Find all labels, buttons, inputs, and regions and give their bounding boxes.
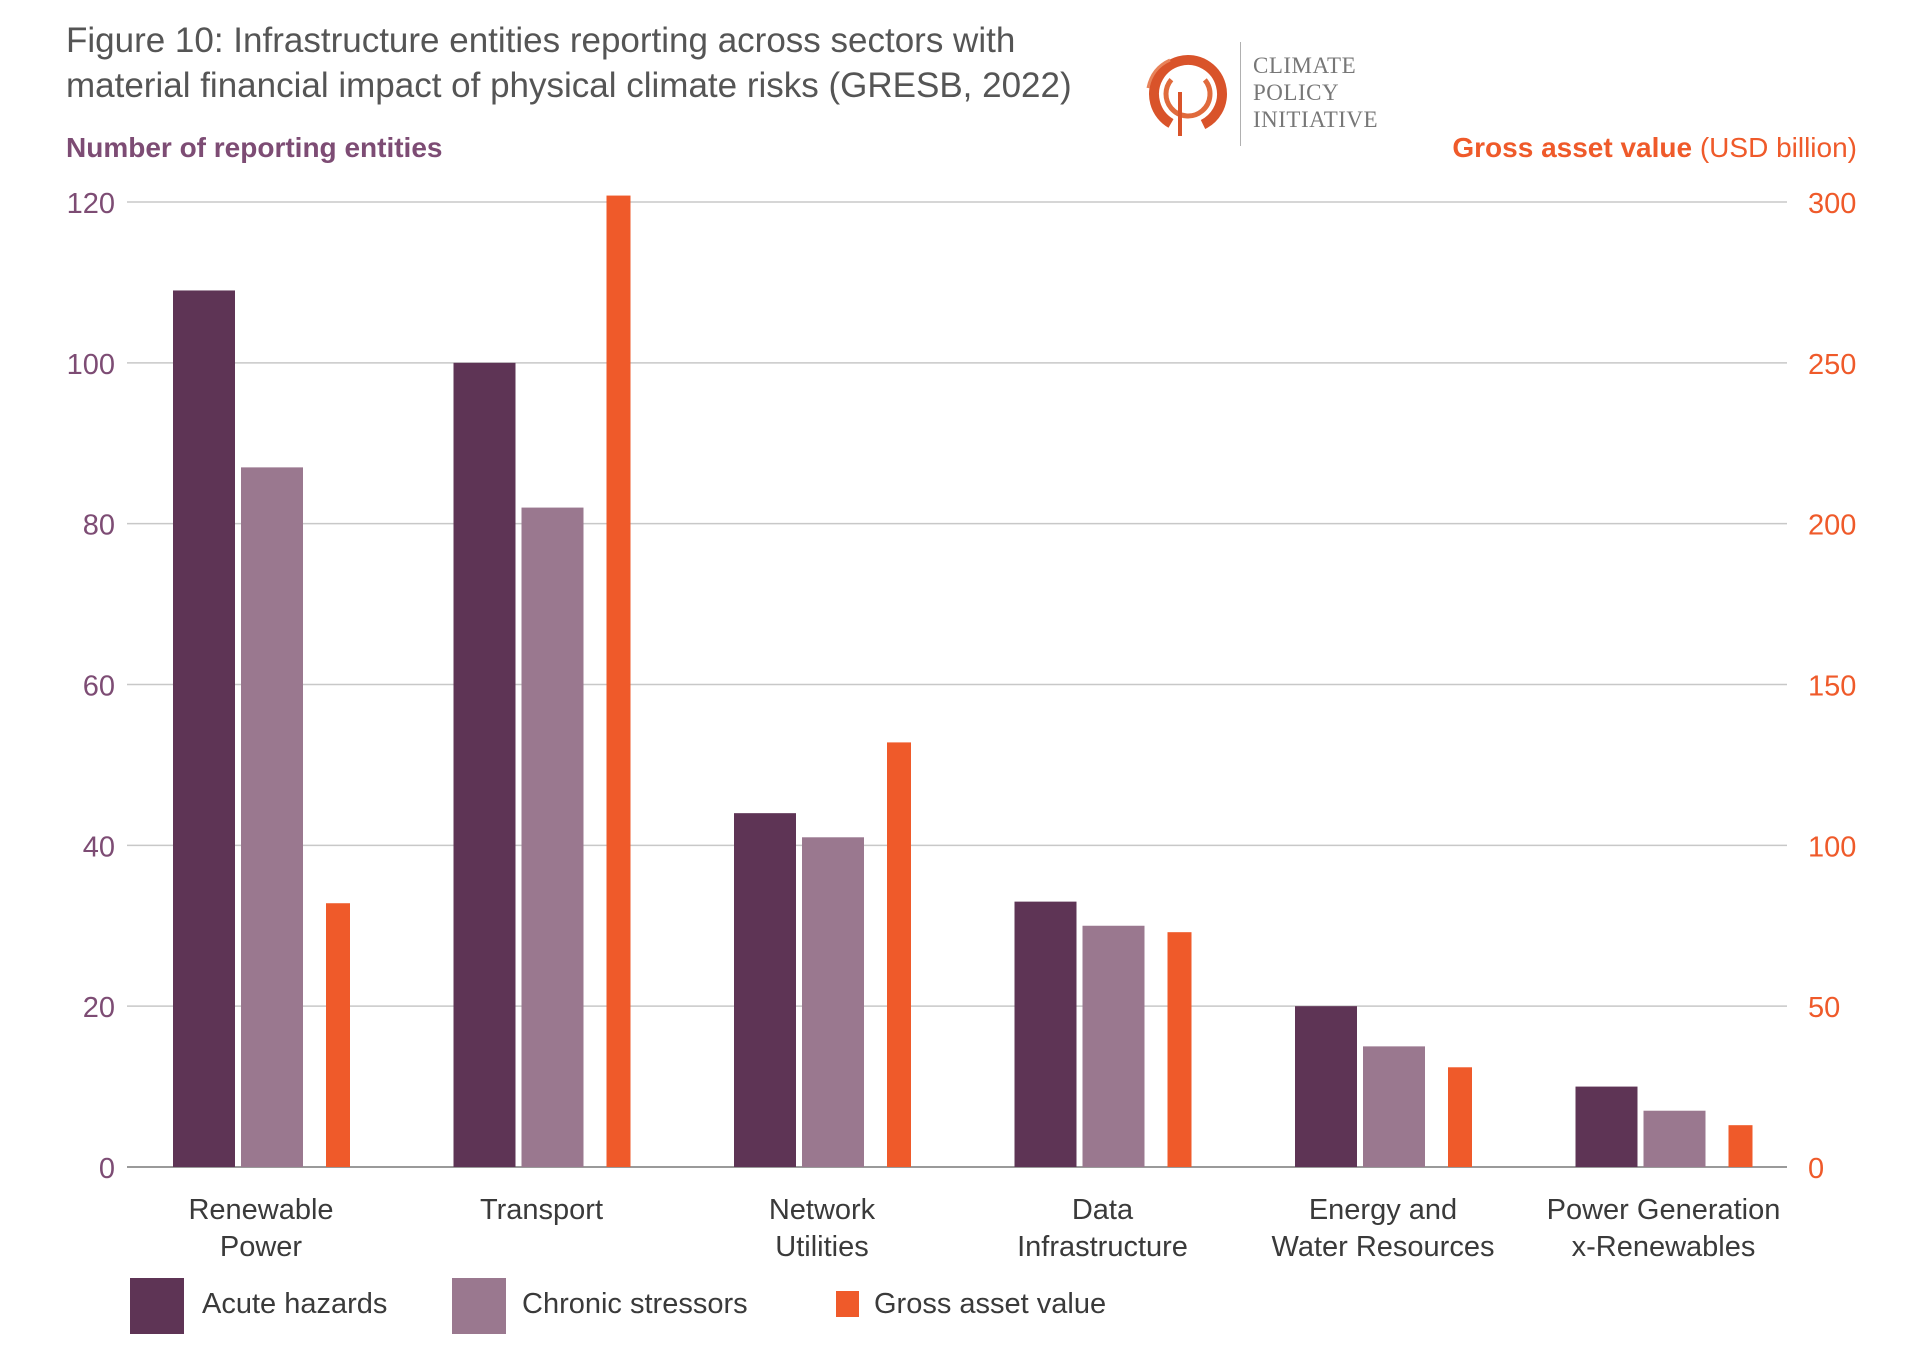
bar-chronic-stressors <box>1643 1110 1706 1167</box>
legend-label-chronic: Chronic stressors <box>522 1288 748 1320</box>
legend-label-gav: Gross asset value <box>874 1288 1107 1320</box>
bar-chronic-stressors <box>1363 1046 1425 1167</box>
category-label: Network <box>769 1194 876 1226</box>
bar-chronic-stressors <box>521 507 584 1167</box>
legend-label-acute: Acute hazards <box>202 1288 388 1320</box>
right-tick-label: 250 <box>1808 349 1856 381</box>
right-axis-title: Gross asset value (USD billion) <box>1452 132 1857 164</box>
bar-gross-asset-value <box>326 903 350 1167</box>
bar-acute-hazards <box>173 290 235 1167</box>
legend-swatch-chronic <box>452 1278 506 1334</box>
cpi-circle-logo-icon <box>1146 55 1227 136</box>
bar-acute-hazards <box>453 362 516 1167</box>
bar-chronic-stressors <box>1082 925 1145 1167</box>
bar-gross-asset-value <box>1167 932 1192 1167</box>
right-tick-label: 50 <box>1808 992 1840 1024</box>
left-tick-label: 100 <box>67 349 115 381</box>
category-label: Water Resources <box>1272 1231 1495 1263</box>
left-axis-title: Number of reporting entities <box>66 132 443 163</box>
category-label: Transport <box>480 1194 603 1226</box>
legend-swatch-gav <box>836 1291 859 1317</box>
category-label: Energy and <box>1309 1194 1457 1226</box>
bar-acute-hazards <box>1014 901 1077 1167</box>
bar-gross-asset-value <box>1448 1067 1472 1167</box>
bar-chronic-stressors <box>802 837 864 1167</box>
category-label: Power <box>220 1231 303 1263</box>
left-tick-label: 40 <box>83 831 115 863</box>
left-tick-label: 120 <box>67 188 115 220</box>
right-tick-label: 100 <box>1808 831 1856 863</box>
right-tick-label: 150 <box>1808 671 1856 703</box>
climate-policy-initiative-logo: CLIMATE POLICY INITIATIVE <box>1140 38 1400 148</box>
bar-gross-asset-value <box>887 742 911 1167</box>
logo-line-2: POLICY <box>1253 80 1340 105</box>
category-label: Power Generation <box>1547 1194 1781 1226</box>
logo-divider <box>1240 42 1241 146</box>
left-tick-label: 60 <box>83 671 115 703</box>
right-tick-label: 200 <box>1808 510 1856 542</box>
right-axis-title-main: Gross asset value <box>1452 132 1693 163</box>
bar-chronic-stressors <box>241 467 303 1167</box>
left-tick-label: 80 <box>83 510 115 542</box>
chart-title-line-1: Figure 10: Infrastructure entities repor… <box>66 21 1016 60</box>
left-tick-label: 20 <box>83 992 115 1024</box>
logo-wordmark: CLIMATE POLICY INITIATIVE <box>1253 52 1378 133</box>
right-axis-title-unit: (USD billion) <box>1699 132 1857 163</box>
logo-line-3: INITIATIVE <box>1253 107 1379 132</box>
bar-acute-hazards <box>1575 1086 1638 1167</box>
chart-title: Figure 10: Infrastructure entities repor… <box>66 18 1106 108</box>
bar-acute-hazards <box>1295 1006 1357 1167</box>
left-tick-label: 0 <box>99 1153 115 1185</box>
bar-gross-asset-value <box>606 195 631 1168</box>
right-tick-label: 300 <box>1808 188 1856 220</box>
logo-line-1: CLIMATE <box>1253 53 1357 78</box>
category-label: Renewable <box>188 1194 333 1226</box>
legend-swatch-acute <box>130 1278 184 1334</box>
category-label: Utilities <box>775 1231 868 1263</box>
chart-title-line-2: material financial impact of physical cl… <box>66 66 1072 105</box>
bar-gross-asset-value <box>1728 1125 1753 1167</box>
category-label: x-Renewables <box>1572 1231 1756 1263</box>
bar-acute-hazards <box>734 813 796 1167</box>
category-label: Infrastructure <box>1017 1231 1188 1263</box>
right-tick-label: 0 <box>1808 1153 1824 1185</box>
category-label: Data <box>1072 1194 1134 1226</box>
